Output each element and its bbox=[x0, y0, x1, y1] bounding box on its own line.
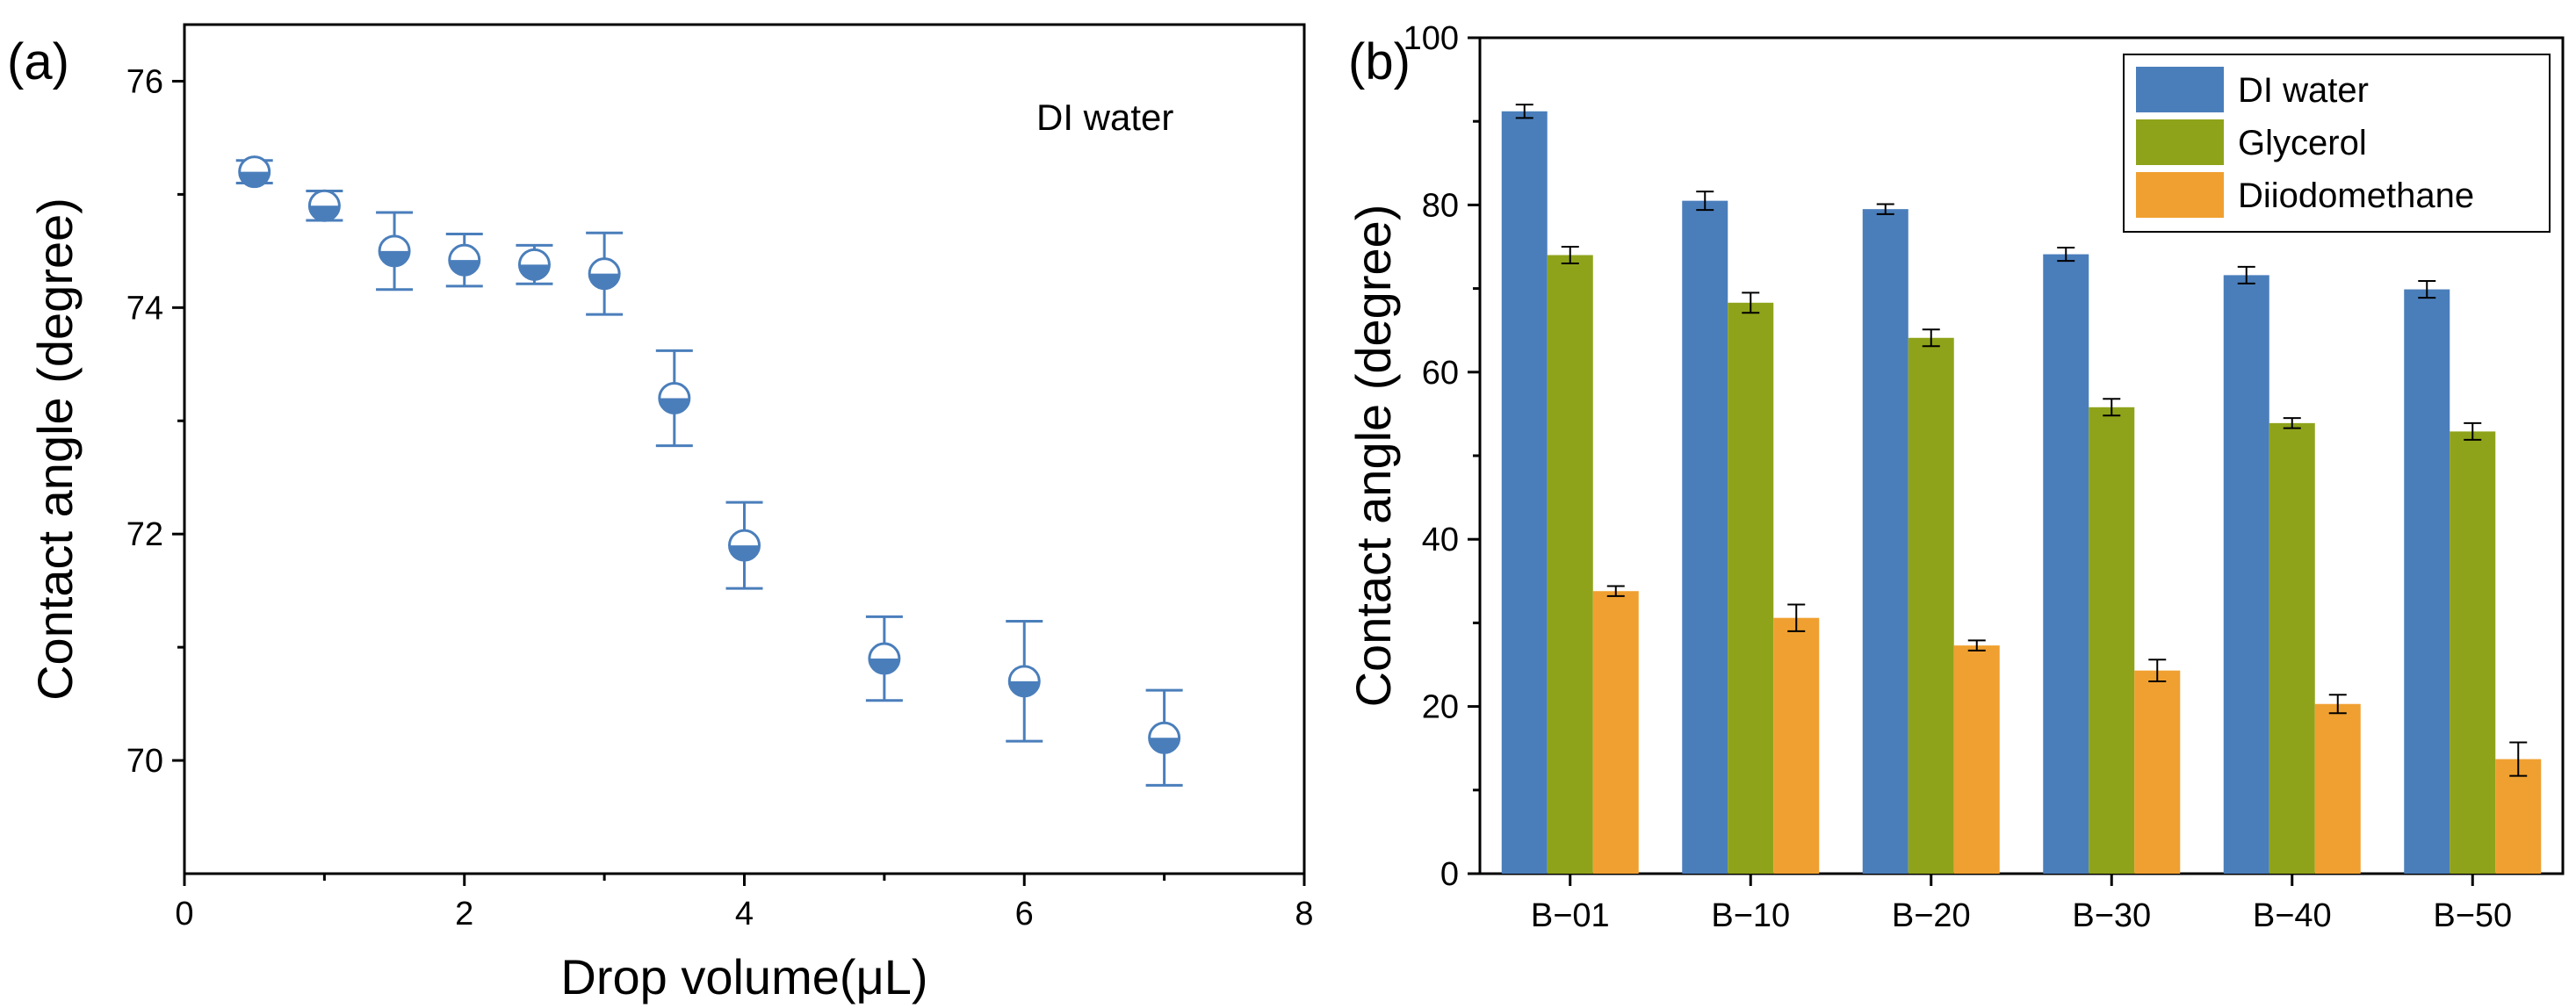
bar-diiodomethane bbox=[1773, 617, 1820, 874]
x-tick-label-b: B−20 bbox=[1892, 897, 1971, 934]
data-point-fill bbox=[239, 171, 270, 187]
y-tick-label-a: 74 bbox=[126, 290, 163, 327]
x-tick-label-a: 6 bbox=[1015, 896, 1034, 932]
bar-di-water bbox=[1682, 200, 1728, 874]
x-tick-label-a: 2 bbox=[455, 896, 473, 932]
annotation-di-water: DI water bbox=[1036, 97, 1173, 138]
data-point-fill bbox=[869, 659, 899, 674]
y-axis-title-a: Contact angle (degree) bbox=[27, 198, 83, 701]
data-point-fill bbox=[309, 205, 340, 221]
bar-di-water bbox=[2043, 254, 2089, 874]
bar-glycerol bbox=[1547, 255, 1593, 874]
bar-di-water bbox=[2223, 275, 2269, 874]
legend-label: Diiodomethane bbox=[2238, 176, 2474, 215]
x-tick-label-b: B−10 bbox=[1711, 897, 1790, 934]
x-tick-label-a: 0 bbox=[175, 896, 193, 932]
bar-diiodomethane bbox=[1592, 591, 1639, 874]
data-point-fill bbox=[1009, 680, 1040, 696]
bar-diiodomethane bbox=[2314, 703, 2361, 874]
data-point-fill bbox=[1149, 738, 1180, 753]
panel-label-b: (b) bbox=[1348, 33, 1411, 90]
panel-label-a: (a) bbox=[7, 33, 69, 90]
data-point-fill bbox=[729, 545, 760, 561]
x-tick-label-b: B−50 bbox=[2433, 897, 2512, 934]
y-tick-label-b: 100 bbox=[1403, 20, 1459, 57]
x-tick-label-a: 4 bbox=[735, 896, 754, 932]
bar-glycerol bbox=[2269, 422, 2315, 874]
bar-diiodomethane bbox=[2134, 670, 2181, 874]
y-tick-label-a: 72 bbox=[126, 516, 163, 553]
x-tick-label-b: B−01 bbox=[1531, 897, 1610, 934]
legend-swatch bbox=[2136, 67, 2224, 112]
y-tick-label-b: 60 bbox=[1422, 355, 1459, 392]
y-tick-label-b: 0 bbox=[1440, 856, 1459, 893]
x-tick-label-b: B−30 bbox=[2072, 897, 2151, 934]
plot-a-frame bbox=[183, 23, 1306, 875]
legend-swatch bbox=[2136, 119, 2224, 165]
y-tick-label-b: 40 bbox=[1422, 522, 1459, 558]
x-tick-label-b: B−40 bbox=[2253, 897, 2332, 934]
bar-glycerol bbox=[2089, 407, 2135, 874]
x-axis-title-a: Drop volume(μL) bbox=[560, 949, 927, 1004]
y-tick-label-b: 20 bbox=[1422, 689, 1459, 726]
data-point-fill bbox=[519, 264, 550, 280]
bar-glycerol bbox=[1728, 302, 1774, 874]
bar-di-water bbox=[2404, 289, 2450, 874]
bar-diiodomethane bbox=[1953, 645, 2000, 874]
y-tick-label-a: 70 bbox=[126, 743, 163, 780]
bar-di-water bbox=[1501, 111, 1548, 874]
data-point-fill bbox=[659, 398, 689, 414]
y-tick-label-b: 80 bbox=[1422, 187, 1459, 224]
bar-di-water bbox=[1862, 209, 1909, 874]
bar-glycerol bbox=[1908, 337, 1954, 874]
data-point-fill bbox=[589, 273, 620, 289]
x-tick-label-a: 8 bbox=[1295, 896, 1313, 932]
legend-swatch bbox=[2136, 172, 2224, 218]
y-tick-label-a: 76 bbox=[126, 63, 163, 100]
bar-glycerol bbox=[2450, 431, 2496, 874]
y-axis-title-b: Contact angle (degree) bbox=[1346, 205, 1401, 708]
bar-diiodomethane bbox=[2495, 759, 2542, 874]
data-point-fill bbox=[379, 250, 410, 266]
legend-label: DI water bbox=[2238, 71, 2369, 110]
data-point-fill bbox=[449, 260, 480, 276]
legend-label: Glycerol bbox=[2238, 124, 2367, 162]
